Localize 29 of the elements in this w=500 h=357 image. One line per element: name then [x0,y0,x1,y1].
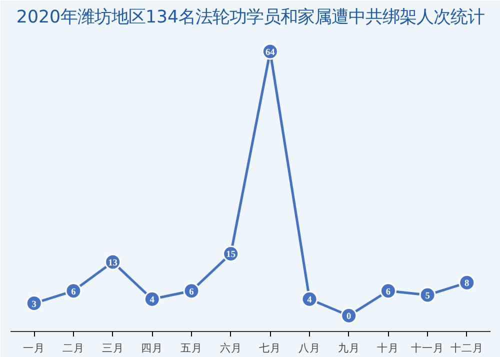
data-label: 4 [307,296,312,306]
x-tick-label: 三月 [102,342,124,354]
data-label: 0 [346,312,352,322]
x-tick-label: 七月 [259,342,282,354]
x-tick-label: 一月 [23,342,46,354]
x-tick-label: 二月 [62,342,84,354]
x-tick-label: 十二月 [450,342,484,354]
data-label: 15 [226,250,236,260]
chart-title: 2020年潍坊地区134名法轮功学员和家属遭中共绑架人次统计 [16,8,485,28]
data-label: 64 [266,48,276,58]
point [26,295,42,312]
point [183,282,200,300]
data-label: 3 [32,300,37,310]
x-tick-label: 六月 [220,342,242,354]
point [65,282,82,300]
data-label: 6 [386,287,391,298]
data-label: 13 [108,258,118,268]
x-tick-label: 十月 [377,342,400,354]
x-tick-label: 九月 [338,342,360,354]
x-tick-label: 四月 [141,342,164,354]
data-label: 6 [189,287,194,298]
data-label: 6 [71,287,76,298]
x-tick-label: 八月 [298,342,321,354]
x-tick-label: 十一月 [411,342,444,354]
data-label: 5 [425,292,430,302]
data-label: 4 [150,296,155,306]
data-label: 8 [464,279,470,290]
point [419,286,436,304]
x-tick-label: 五月 [180,342,202,354]
